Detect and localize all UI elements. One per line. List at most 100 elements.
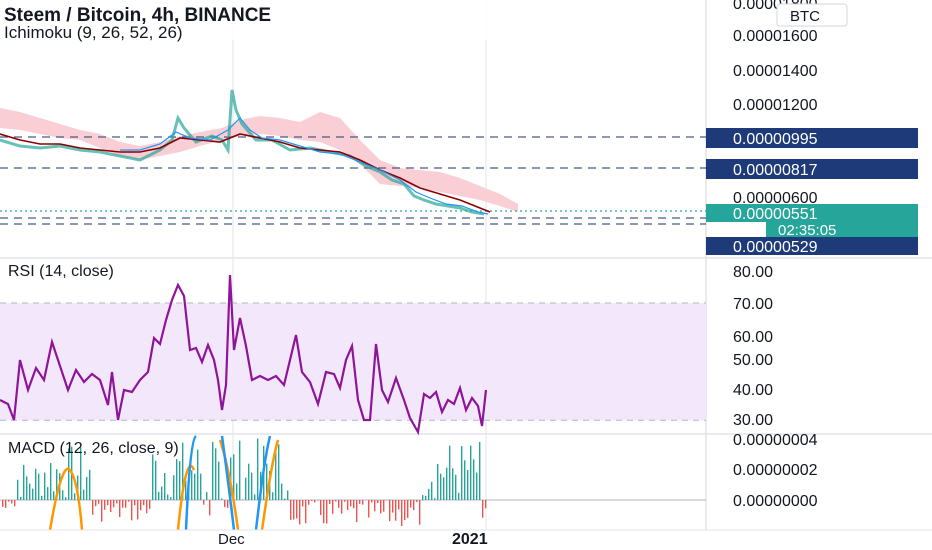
macd-histogram-bar <box>221 498 223 500</box>
symbol-title[interactable]: Steem / Bitcoin, 4h, BINANCE <box>4 5 271 26</box>
macd-histogram-bar <box>185 480 187 500</box>
macd-histogram-bar <box>476 472 478 500</box>
macd-histogram-bar <box>350 500 352 507</box>
macd-histogram-bar <box>245 477 247 500</box>
macd-histogram-bar <box>359 500 361 504</box>
macd-histogram-bar <box>20 496 22 500</box>
macd-histogram-bar <box>383 500 385 512</box>
price-tag-level-2[interactable] <box>706 159 918 179</box>
signal-line <box>48 439 280 531</box>
macd-histogram-bar <box>251 472 253 500</box>
macd-histogram-bar <box>482 500 484 518</box>
macd-histogram-bar <box>32 488 34 500</box>
price-tag-level-1[interactable] <box>706 128 918 148</box>
macd-histogram-bar <box>119 500 121 518</box>
macd-histogram-bar <box>443 477 445 500</box>
macd-histogram-bar <box>107 500 109 506</box>
macd-histogram-bar <box>302 500 304 507</box>
time-label-dec: Dec <box>218 531 245 548</box>
macd-histogram-bar <box>44 472 46 500</box>
macd-histogram-bar <box>485 500 487 509</box>
macd-histogram-bar <box>446 467 448 500</box>
macd-histogram-bar <box>155 460 157 500</box>
macd-histogram-bar <box>191 470 193 500</box>
macd-histogram-bar <box>11 500 13 504</box>
macd-histogram-bar <box>464 460 466 500</box>
macd-histogram-bar <box>416 500 418 503</box>
macd-histogram-bar <box>83 489 85 500</box>
macd-histogram-bar <box>419 500 421 525</box>
macd-histogram-bar <box>452 468 454 500</box>
macd-histogram-bar <box>146 500 148 514</box>
macd-histogram-bar <box>110 500 112 513</box>
macd-tick: 0.00000002 <box>733 462 818 479</box>
macd-histogram-bar <box>23 464 25 500</box>
macd-histogram-bar <box>65 497 67 500</box>
macd-histogram-bar <box>170 497 172 500</box>
macd-histogram-bar <box>122 500 124 508</box>
rsi-legend[interactable]: RSI (14, close) <box>8 263 114 280</box>
macd-histogram-bar <box>371 500 373 503</box>
macd-histogram-bar <box>35 468 37 500</box>
macd-histogram-bar <box>389 500 391 522</box>
macd-legend[interactable]: MACD (12, 26, close, 9) <box>8 440 179 457</box>
macd-histogram-bar <box>149 500 151 509</box>
macd-histogram-bar <box>47 487 49 500</box>
macd-histogram-bar <box>338 500 340 508</box>
price-tick: 0.00001400 <box>733 63 818 80</box>
macd-histogram-bar <box>143 500 145 506</box>
macd-histogram-bar <box>311 500 313 502</box>
macd-histogram-bar <box>104 500 106 510</box>
macd-histogram-bar <box>86 476 88 500</box>
macd-histogram-bar <box>41 495 43 500</box>
currency-button-label: BTC <box>790 8 820 25</box>
macd-histogram-bar <box>203 500 205 505</box>
macd-histogram-bar <box>335 500 337 502</box>
macd-histogram-bar <box>356 500 358 523</box>
time-label-2021: 2021 <box>452 531 488 548</box>
macd-histogram-bar <box>479 441 481 500</box>
macd-histogram-bar <box>293 500 295 520</box>
macd-histogram-bar <box>332 500 334 514</box>
macd-histogram-bar <box>236 483 238 500</box>
macd-histogram-bar <box>197 449 199 500</box>
rsi-pane[interactable] <box>0 274 706 436</box>
macd-histogram-bar <box>50 463 52 500</box>
countdown-tag <box>766 222 918 237</box>
macd-histogram-bar <box>380 500 382 514</box>
macd-histogram-bar <box>128 500 130 502</box>
ichimoku-cloud <box>0 108 518 212</box>
current-price-tag[interactable] <box>706 204 918 222</box>
macd-histogram-bar <box>8 500 10 502</box>
macd-histogram-bar <box>137 500 139 520</box>
rsi-tick: 80.00 <box>733 264 773 281</box>
ichimoku-legend[interactable]: Ichimoku (9, 26, 52, 26) <box>4 23 183 42</box>
macd-histogram-bar <box>341 500 343 514</box>
price-pane[interactable] <box>0 89 706 225</box>
macd-histogram-bar <box>161 486 163 500</box>
macd-histogram-bar <box>428 488 430 500</box>
macd-histogram-bar <box>200 473 202 500</box>
macd-histogram-bar <box>212 441 214 500</box>
macd-histogram-bar <box>248 463 250 500</box>
macd-histogram-bar <box>467 470 469 500</box>
macd-histogram-bar <box>98 500 100 504</box>
macd-histogram-bar <box>299 500 301 525</box>
price-tag-level-3[interactable] <box>706 237 918 255</box>
macd-histogram-bar <box>227 500 229 508</box>
macd-histogram-bar <box>362 500 364 505</box>
macd-histogram-bar <box>329 500 331 505</box>
macd-histogram-bar <box>278 444 280 500</box>
price-tick: 0.00000600 <box>733 190 818 207</box>
macd-histogram-bar <box>26 476 28 500</box>
macd-tick: 0.00000004 <box>733 432 818 449</box>
macd-histogram-bar <box>392 500 394 513</box>
macd-histogram-bar <box>101 500 103 522</box>
currency-button[interactable] <box>776 3 848 27</box>
macd-histogram-bar <box>317 500 319 501</box>
macd-histogram-bar <box>305 500 307 524</box>
macd-histogram-bar <box>272 492 274 500</box>
macd-histogram-bar <box>323 500 325 524</box>
macd-histogram-bar <box>287 490 289 500</box>
